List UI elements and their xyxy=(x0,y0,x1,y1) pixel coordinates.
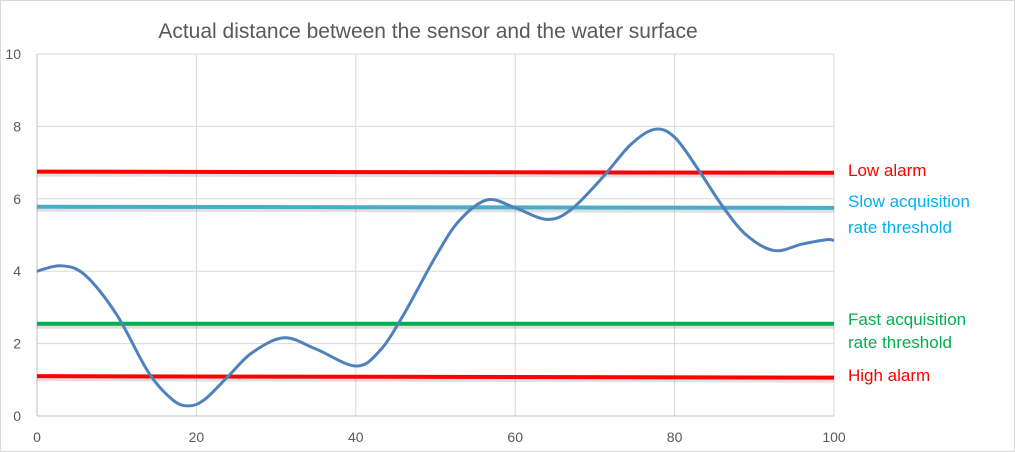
high-alarm-shadow xyxy=(36,377,835,383)
slow-acquisition-label: rate threshold xyxy=(848,218,952,237)
slow-acquisition-shadow xyxy=(36,207,835,213)
low-alarm-line xyxy=(36,169,835,175)
high-alarm-label: High alarm xyxy=(848,366,930,385)
x-tick-label: 20 xyxy=(189,429,205,445)
threshold-labels: Low alarm Slow acquisition rate threshold F… xyxy=(848,161,970,385)
x-tick-label: 40 xyxy=(348,429,364,445)
x-tick-label: 80 xyxy=(667,429,683,445)
slow-acquisition-line xyxy=(36,204,835,210)
x-tick-label: 60 xyxy=(507,429,523,445)
y-tick-label: 8 xyxy=(13,118,21,134)
slow-acquisition-label: Slow acquisition xyxy=(848,192,970,211)
threshold-lines xyxy=(36,169,835,383)
chart-title: Actual distance between the sensor and t… xyxy=(158,20,697,43)
y-tick-label: 0 xyxy=(13,408,21,424)
high-alarm-line xyxy=(36,374,835,380)
fast-acquisition-label: Fast acquisition xyxy=(848,310,966,329)
series xyxy=(36,127,835,408)
y-tick-label: 4 xyxy=(13,263,21,279)
y-tick-label: 10 xyxy=(5,46,21,62)
gridlines xyxy=(37,53,835,416)
fast-acquisition-label: rate threshold xyxy=(848,333,952,352)
y-tick-label: 2 xyxy=(13,336,21,352)
low-alarm-shadow xyxy=(36,172,835,178)
x-tick-label: 0 xyxy=(33,429,41,445)
low-alarm-label: Low alarm xyxy=(848,161,926,180)
distance-series-line xyxy=(36,127,835,408)
x-tick-label: 100 xyxy=(822,429,846,445)
y-tick-label: 6 xyxy=(13,191,21,207)
